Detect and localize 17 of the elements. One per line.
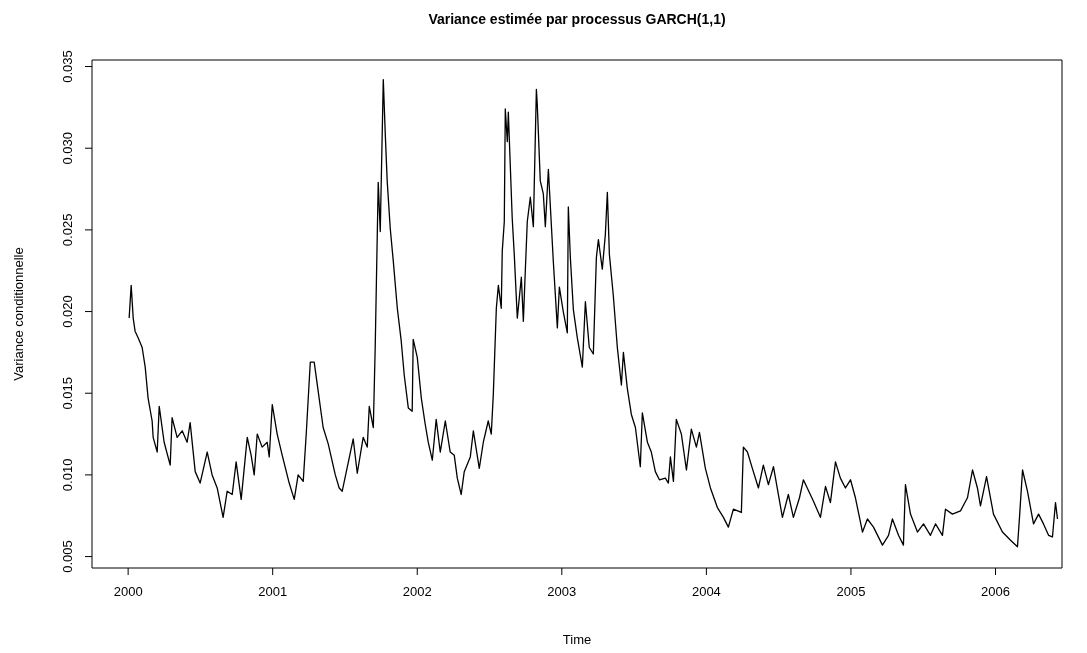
x-tick-label: 2006 [981, 583, 1010, 599]
y-tick-label: 0.005 [59, 540, 75, 573]
x-tick-label: 2001 [258, 583, 288, 599]
y-tick-label: 0.010 [59, 458, 75, 492]
y-tick-label: 0.015 [59, 376, 75, 410]
chart-title: Variance estimée par processus GARCH(1,1) [428, 10, 726, 27]
y-tick-label: 0.030 [59, 131, 75, 165]
y-tick-label: 0.020 [59, 295, 75, 328]
x-tick-label: 2000 [113, 583, 143, 599]
x-tick-label: 2002 [402, 583, 432, 599]
y-tick-label: 0.035 [59, 50, 75, 83]
y-tick-label: 0.025 [59, 213, 75, 247]
x-tick-label: 2005 [836, 583, 866, 599]
x-axis-title: Time [562, 631, 592, 647]
y-axis-title: Variance conditionnelle [10, 247, 26, 381]
x-tick-label: 2003 [547, 583, 577, 599]
x-tick-label: 2004 [691, 583, 721, 599]
